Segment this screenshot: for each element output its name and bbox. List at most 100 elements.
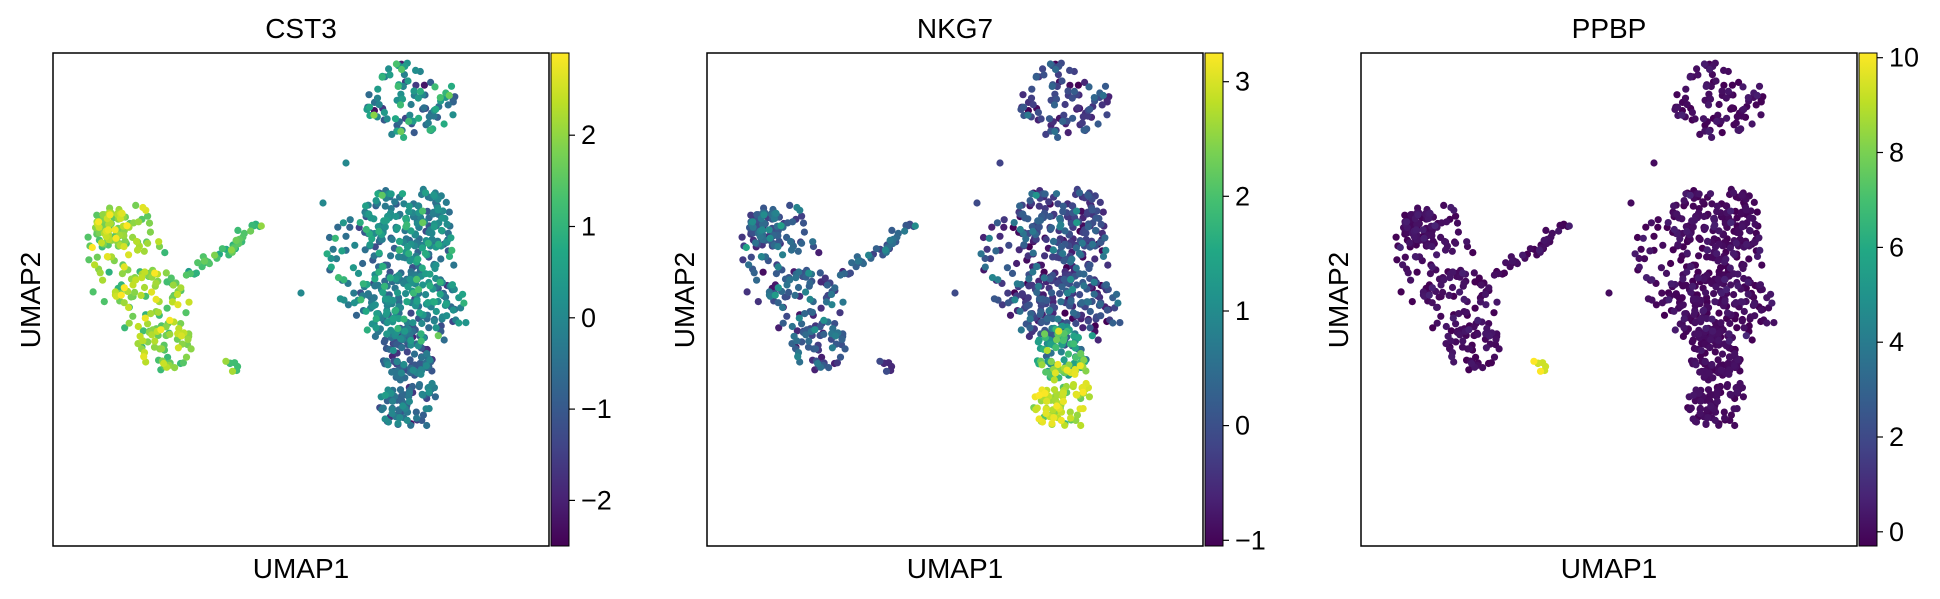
scatter-point bbox=[450, 261, 458, 269]
scatter-point bbox=[371, 301, 379, 309]
scatter-point bbox=[1057, 221, 1065, 229]
scatter-point bbox=[418, 244, 426, 252]
scatter-point bbox=[125, 303, 133, 312]
scatter-point bbox=[1729, 249, 1737, 258]
scatter-point bbox=[381, 391, 389, 399]
scatter-point bbox=[166, 316, 174, 324]
scatter-point bbox=[414, 255, 422, 263]
scatter-point bbox=[400, 315, 408, 323]
scatter-point bbox=[1724, 87, 1732, 95]
scatter-point bbox=[1446, 274, 1454, 282]
scatter-point bbox=[407, 100, 415, 109]
scatter-point bbox=[1443, 218, 1451, 226]
scatter-point bbox=[1048, 419, 1056, 428]
scatter-point bbox=[409, 289, 418, 297]
scatter-point bbox=[123, 222, 131, 230]
scatter-point bbox=[841, 345, 849, 353]
scatter-point bbox=[798, 212, 806, 220]
scatter-point bbox=[772, 209, 780, 217]
scatter-point bbox=[1074, 81, 1082, 89]
scatter-point bbox=[152, 279, 160, 287]
scatter-point bbox=[1740, 105, 1748, 113]
scatter-point bbox=[1059, 336, 1067, 345]
scatter-point bbox=[388, 409, 396, 418]
scatter-point bbox=[394, 289, 402, 297]
scatter-point bbox=[436, 94, 444, 102]
scatter-point bbox=[742, 243, 750, 252]
scatter-point bbox=[779, 319, 787, 327]
scatter-point bbox=[405, 208, 413, 216]
scatter-point bbox=[104, 226, 112, 234]
scatter-point bbox=[1405, 239, 1414, 247]
scatter-point bbox=[876, 357, 884, 365]
scatter-point bbox=[1399, 261, 1407, 269]
scatter-point bbox=[1718, 129, 1726, 137]
scatter-point bbox=[1500, 269, 1508, 277]
scatter-point bbox=[1667, 280, 1675, 288]
scatter-point bbox=[431, 264, 439, 273]
scatter-point bbox=[1702, 324, 1710, 333]
scatter-point bbox=[1726, 319, 1734, 328]
scatter-point bbox=[1010, 219, 1018, 227]
scatter-point bbox=[1695, 389, 1703, 397]
scatter-point bbox=[1094, 120, 1102, 128]
colorbar-tick-label: −1 bbox=[581, 394, 612, 424]
scatter-point bbox=[248, 221, 256, 229]
scatter-point bbox=[392, 212, 400, 221]
scatter-point bbox=[354, 269, 363, 277]
scatter-point bbox=[1066, 81, 1074, 89]
scatter-point bbox=[1627, 199, 1635, 207]
scatter-point bbox=[811, 326, 819, 334]
scatter-point bbox=[383, 330, 391, 338]
scatter-point bbox=[440, 120, 448, 128]
colorbar-tick-label: 2 bbox=[581, 120, 596, 150]
scatter-point bbox=[1729, 189, 1738, 197]
scatter-point bbox=[1440, 201, 1448, 209]
scatter-point bbox=[1420, 234, 1428, 242]
scatter-point bbox=[1433, 319, 1441, 327]
scatter-point bbox=[1733, 388, 1741, 396]
scatter-point bbox=[93, 253, 101, 261]
scatter-point bbox=[1687, 404, 1695, 412]
scatter-point bbox=[398, 190, 407, 198]
scatter-point bbox=[1750, 238, 1758, 246]
scatter-point bbox=[983, 245, 991, 253]
scatter-point bbox=[1502, 259, 1510, 267]
scatter-point bbox=[1428, 243, 1436, 251]
scatter-point bbox=[793, 327, 801, 335]
scatter-point bbox=[750, 269, 758, 277]
scatter-point bbox=[1452, 320, 1460, 328]
scatter-point bbox=[794, 247, 802, 255]
scatter-point bbox=[1072, 319, 1080, 328]
scatter-point bbox=[227, 246, 235, 254]
scatter-point bbox=[1699, 198, 1707, 206]
scatter-point bbox=[1703, 315, 1711, 323]
scatter-point bbox=[1707, 336, 1715, 344]
scatter-point bbox=[397, 335, 405, 343]
scatter-point bbox=[1738, 298, 1746, 306]
scatter-point bbox=[418, 264, 426, 272]
scatter-point bbox=[1738, 191, 1746, 199]
scatter-point bbox=[1683, 268, 1691, 276]
scatter-point bbox=[1565, 222, 1573, 230]
scatter-point bbox=[846, 269, 855, 277]
scatter-point bbox=[911, 222, 919, 230]
scatter-point bbox=[1697, 315, 1705, 323]
scatter-point bbox=[1077, 350, 1085, 358]
scatter-point bbox=[118, 270, 126, 278]
scatter-point bbox=[148, 331, 156, 339]
scatter-point bbox=[179, 359, 187, 367]
scatter-point bbox=[1005, 241, 1013, 249]
scatter-point bbox=[423, 350, 431, 358]
scatter-point bbox=[1102, 246, 1110, 254]
scatter-point bbox=[1734, 282, 1742, 290]
scatter-point bbox=[1646, 247, 1654, 255]
scatter-point bbox=[1689, 223, 1697, 231]
scatter-point bbox=[1727, 207, 1735, 215]
scatter-point bbox=[1526, 245, 1534, 253]
scatter-point bbox=[1068, 286, 1077, 294]
scatter-point bbox=[89, 288, 97, 296]
colorbar-tick-label: 0 bbox=[1889, 517, 1904, 547]
scatter-point bbox=[788, 322, 796, 331]
scatter-point bbox=[1059, 250, 1067, 258]
